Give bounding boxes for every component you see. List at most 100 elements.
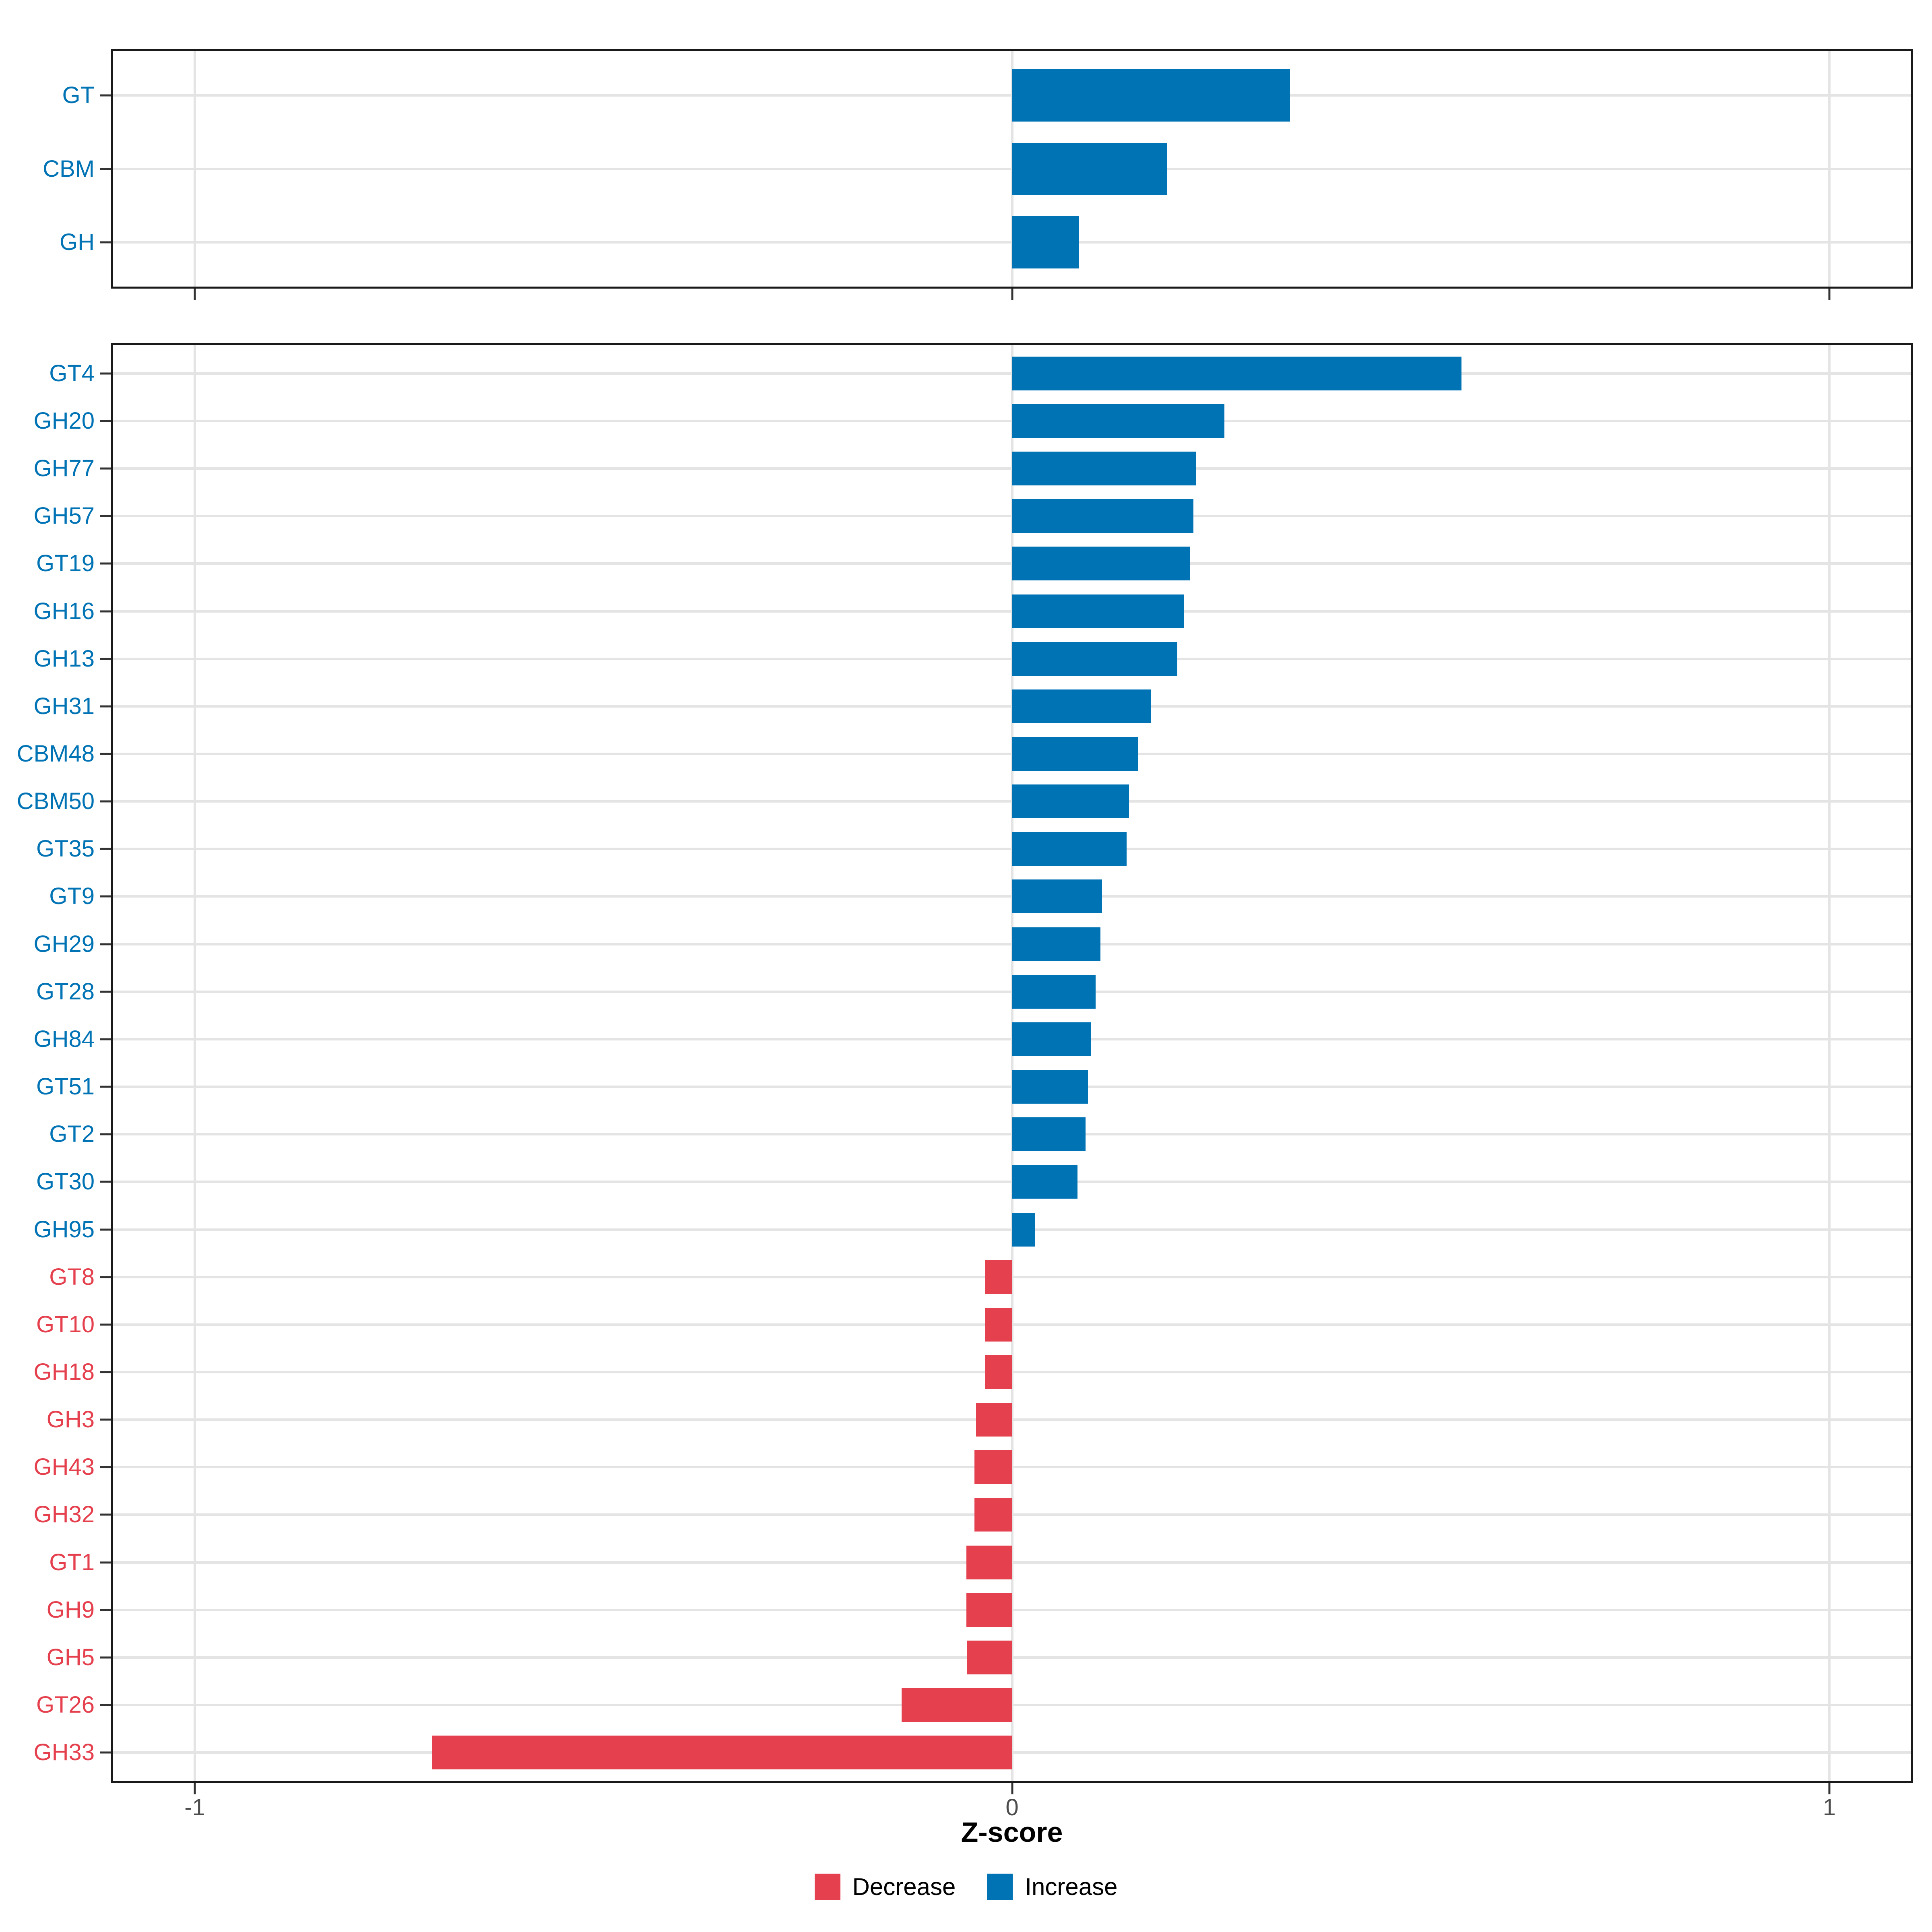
x-axis-tick: [1828, 289, 1831, 300]
category-label-GT1: GT1: [49, 1549, 95, 1575]
y-axis-tick: [100, 1133, 111, 1135]
gridline-horizontal: [113, 1418, 1911, 1421]
category-label-GH57: GH57: [33, 503, 95, 529]
y-axis-tick: [100, 943, 111, 945]
gridline-vertical-1: [1828, 345, 1831, 1781]
y-axis-tick: [100, 1181, 111, 1183]
gridline-horizontal: [113, 1656, 1911, 1659]
gridline-horizontal: [113, 1466, 1911, 1469]
gridline-horizontal: [113, 1323, 1911, 1326]
bar-GT8: [985, 1260, 1012, 1294]
bar-GH77: [1012, 452, 1196, 486]
legend: Decrease Increase: [0, 1871, 1932, 1903]
y-axis-tick: [100, 241, 111, 244]
bar-GT30: [1012, 1165, 1077, 1199]
category-label-GH84: GH84: [33, 1026, 95, 1052]
gridline-horizontal: [113, 1276, 1911, 1278]
legend-label-decrease: Decrease: [852, 1873, 956, 1900]
category-label-GH18: GH18: [33, 1358, 95, 1385]
y-axis-tick: [100, 848, 111, 850]
category-label-GH33: GH33: [33, 1739, 95, 1766]
category-label-GH95: GH95: [33, 1216, 95, 1243]
bar-GH57: [1012, 499, 1194, 533]
bar-GH84: [1012, 1022, 1092, 1056]
category-label-GH29: GH29: [33, 931, 95, 957]
bar-CBM: [1012, 142, 1168, 195]
y-axis-tick: [100, 1609, 111, 1611]
category-label-GH9: GH9: [46, 1596, 95, 1623]
category-label-GH31: GH31: [33, 693, 95, 719]
category-label-GT8: GT8: [49, 1263, 95, 1290]
category-label-GT10: GT10: [36, 1311, 95, 1338]
bar-GT1: [966, 1545, 1012, 1579]
bar-GH29: [1012, 927, 1100, 961]
x-axis-tick: [1011, 289, 1013, 300]
gridline-horizontal: [113, 1371, 1911, 1373]
category-label-GH: GH: [60, 229, 95, 256]
gridline-horizontal: [113, 1751, 1911, 1754]
category-label-GT4: GT4: [49, 360, 95, 386]
category-label-GH43: GH43: [33, 1454, 95, 1480]
y-axis-tick: [100, 800, 111, 803]
y-axis-tick: [100, 515, 111, 517]
y-axis-tick: [100, 1704, 111, 1706]
y-axis-tick: [100, 168, 111, 170]
x-axis-tick: [1828, 1783, 1831, 1794]
y-axis-tick: [100, 1561, 111, 1564]
y-axis-tick: [100, 895, 111, 898]
legend-item-increase: Increase: [987, 1874, 1117, 1900]
y-axis-tick: [100, 1751, 111, 1754]
bar-GH5: [967, 1640, 1012, 1674]
category-label-GH77: GH77: [33, 455, 95, 482]
category-label-GH16: GH16: [33, 598, 95, 624]
category-label-GT35: GT35: [36, 836, 95, 862]
y-axis-tick: [100, 562, 111, 565]
y-axis-tick: [100, 372, 111, 375]
bar-GT2: [1012, 1117, 1086, 1152]
y-axis-tick: [100, 705, 111, 708]
bar-GH31: [1012, 689, 1151, 723]
bar-CBM50: [1012, 784, 1129, 819]
y-axis-tick: [100, 610, 111, 613]
bar-GT: [1012, 69, 1290, 122]
category-label-CBM50: CBM50: [17, 788, 95, 815]
category-label-GT30: GT30: [36, 1168, 95, 1195]
gridline-horizontal: [113, 1561, 1911, 1564]
bar-GH16: [1012, 594, 1184, 628]
category-label-GT9: GT9: [49, 883, 95, 910]
category-label-GT26: GT26: [36, 1691, 95, 1718]
category-label-GT2: GT2: [49, 1121, 95, 1148]
bar-GH95: [1012, 1212, 1035, 1247]
category-label-GH3: GH3: [46, 1406, 95, 1433]
bar-GH20: [1012, 404, 1225, 438]
bar-GT9: [1012, 879, 1102, 914]
category-label-CBM48: CBM48: [17, 741, 95, 767]
category-label-CBM: CBM: [43, 155, 95, 182]
bar-GH13: [1012, 642, 1177, 676]
y-axis-tick: [100, 1276, 111, 1278]
y-axis-tick: [100, 1513, 111, 1516]
decrease-swatch-icon: [814, 1874, 840, 1900]
legend-item-decrease: Decrease: [814, 1873, 956, 1900]
y-axis-tick: [100, 658, 111, 660]
gridline-vertical--1: [194, 345, 196, 1781]
bar-GT10: [985, 1307, 1012, 1342]
bar-GT28: [1012, 974, 1096, 1009]
y-axis-tick: [100, 991, 111, 993]
bar-CBM48: [1012, 737, 1138, 771]
y-axis-tick: [100, 94, 111, 97]
bar-GH9: [966, 1593, 1012, 1627]
y-axis-tick: [100, 1371, 111, 1373]
y-axis-tick: [100, 753, 111, 755]
bar-GT19: [1012, 547, 1191, 581]
category-label-GH32: GH32: [33, 1501, 95, 1528]
x-tick-label-1: 1: [1823, 1794, 1836, 1821]
x-axis-title: Z-score: [961, 1816, 1063, 1848]
panel-cazyme-classes: GT CBM GH: [43, 49, 1913, 300]
bar-GH32: [974, 1498, 1012, 1532]
y-axis-tick: [100, 1656, 111, 1659]
category-label-GT28: GT28: [36, 978, 95, 1005]
x-axis-tick: [194, 1783, 196, 1794]
bar-GT51: [1012, 1070, 1088, 1104]
x-tick-label--1: -1: [184, 1794, 205, 1821]
